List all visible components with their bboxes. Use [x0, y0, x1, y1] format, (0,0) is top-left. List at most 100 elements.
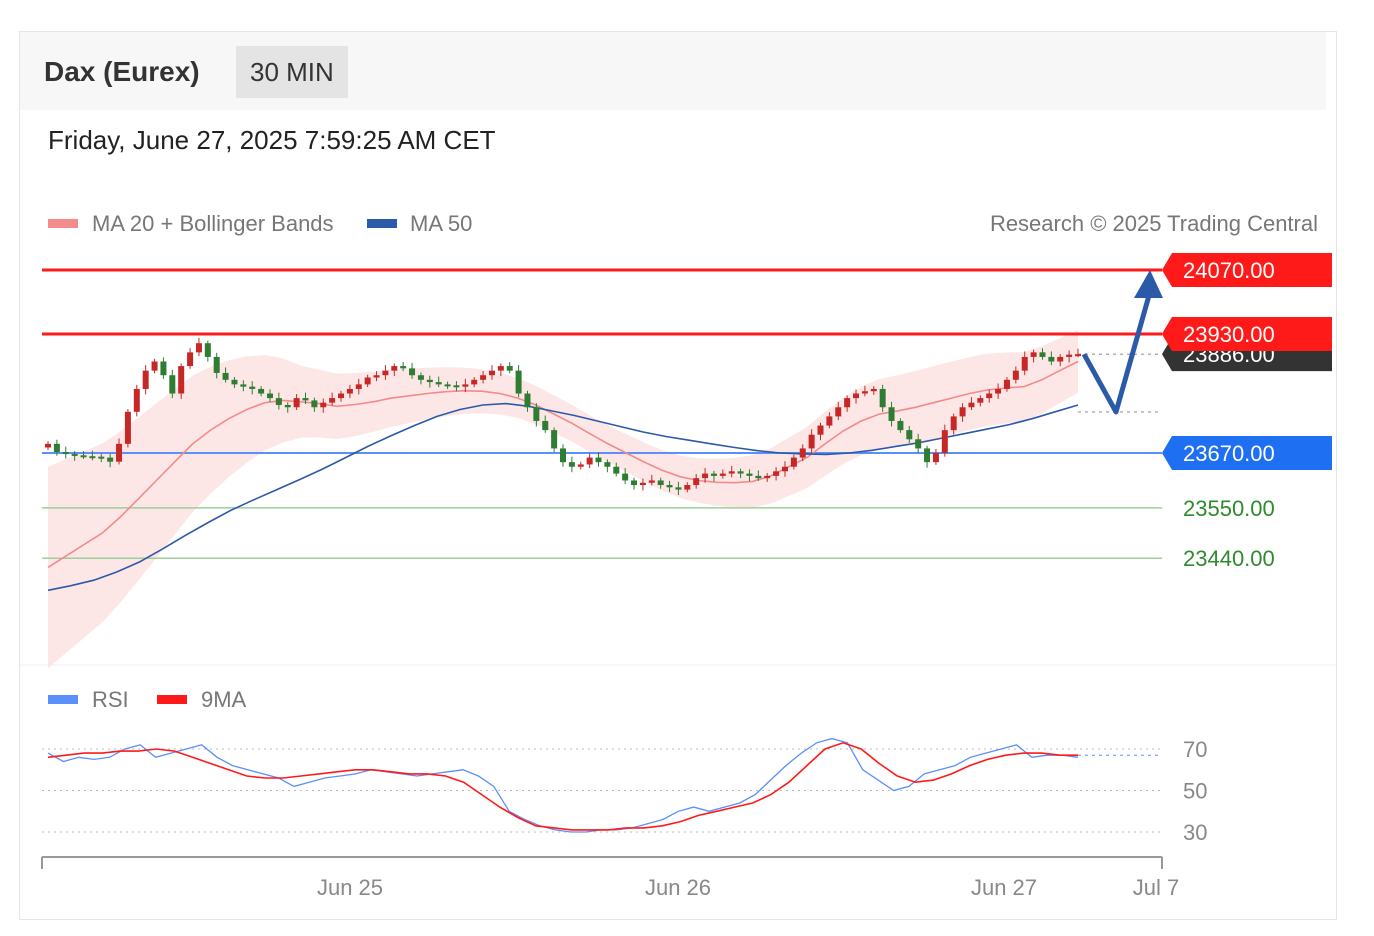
candle [89, 450, 96, 461]
candle-body [533, 407, 540, 421]
candle [835, 401, 842, 421]
candle [524, 390, 531, 412]
candle-body [417, 375, 424, 380]
candle [959, 403, 966, 422]
ma50-line [47, 402, 1079, 592]
candle [80, 451, 87, 459]
candle-body [462, 384, 469, 387]
candle [631, 477, 638, 490]
candle [133, 384, 140, 417]
candle-body [657, 480, 664, 486]
candle-body [204, 343, 211, 357]
candle [178, 363, 185, 400]
moving-averages [47, 360, 1079, 592]
candle-body [364, 377, 371, 385]
candle-body [648, 480, 655, 483]
candle [932, 448, 939, 465]
candle-body [737, 471, 744, 474]
candle [719, 469, 726, 479]
candle [293, 393, 300, 410]
instrument-title: Dax (Eurex) [44, 56, 200, 87]
candle-body [835, 407, 842, 417]
candle [1003, 377, 1010, 392]
candle-body [453, 385, 460, 388]
candle-body [116, 443, 123, 462]
candle [62, 446, 69, 459]
candle [551, 427, 558, 453]
ma20-line [47, 360, 1079, 569]
candle [364, 374, 371, 388]
candle [462, 378, 469, 393]
candle [799, 444, 806, 462]
interval-badge[interactable]: 30 MIN [236, 46, 348, 98]
rsi-line [47, 737, 1079, 833]
candle [1075, 348, 1081, 358]
candle [622, 468, 629, 485]
rsi-ma-legend-swatch [157, 695, 187, 704]
candle [515, 365, 522, 398]
candle [506, 361, 513, 374]
candle-body [844, 398, 851, 408]
candle [417, 372, 424, 385]
candle-body [169, 375, 176, 394]
x-axis: Jun 25 Jun 26 Jun 27 Jul 7 [41, 856, 1179, 900]
candle [648, 474, 655, 486]
candle [346, 384, 353, 399]
candle [888, 401, 895, 427]
candle-body [355, 384, 362, 389]
forecast-path [1081, 291, 1153, 415]
candle [808, 429, 815, 453]
candle-body [195, 343, 202, 353]
candle [853, 389, 860, 404]
candle-body [702, 473, 709, 479]
candle-body [808, 434, 815, 449]
candle-body [995, 388, 1002, 394]
candle-body [240, 384, 247, 387]
candle [906, 426, 913, 443]
candle [1048, 351, 1055, 366]
candle-body [568, 462, 575, 467]
candle [595, 452, 602, 467]
candle [1012, 366, 1019, 384]
candle-body [1039, 352, 1046, 357]
candle [391, 363, 398, 377]
candle-body [213, 356, 220, 373]
candle-body [142, 370, 149, 389]
candle-body [1021, 356, 1028, 371]
price-levels [42, 268, 1162, 559]
candle [977, 395, 984, 407]
candle [1021, 351, 1028, 376]
bollinger-band-area [48, 330, 1078, 668]
forecast-arrow [1078, 270, 1163, 415]
candle [320, 398, 327, 413]
candle [488, 365, 495, 380]
candle [941, 424, 948, 457]
candle [879, 384, 886, 412]
candle-body [977, 398, 984, 403]
candle [302, 392, 309, 405]
candle [657, 477, 664, 489]
candle-body [551, 430, 558, 449]
candle-body [577, 464, 584, 467]
candle [639, 478, 646, 491]
candle [844, 395, 851, 412]
candle-body [1075, 354, 1081, 357]
candle-body [187, 352, 194, 367]
candle [204, 340, 211, 362]
candle [382, 365, 389, 380]
resistance-1-label-top: 23930.00 [1183, 322, 1275, 347]
candle [533, 403, 540, 427]
candle-body [275, 398, 282, 405]
candle-body [693, 478, 700, 486]
chart-card: Dax (Eurex) 30 MIN Friday, June 27, 2025… [19, 31, 1337, 920]
candle [107, 453, 114, 468]
candle [142, 365, 149, 395]
candle-body [444, 384, 451, 387]
rsi-legend-label: RSI [92, 687, 129, 712]
candle [746, 469, 753, 482]
candle [773, 467, 780, 481]
candle-body [293, 398, 300, 408]
candle-body [409, 368, 416, 376]
candle-body [178, 366, 185, 394]
